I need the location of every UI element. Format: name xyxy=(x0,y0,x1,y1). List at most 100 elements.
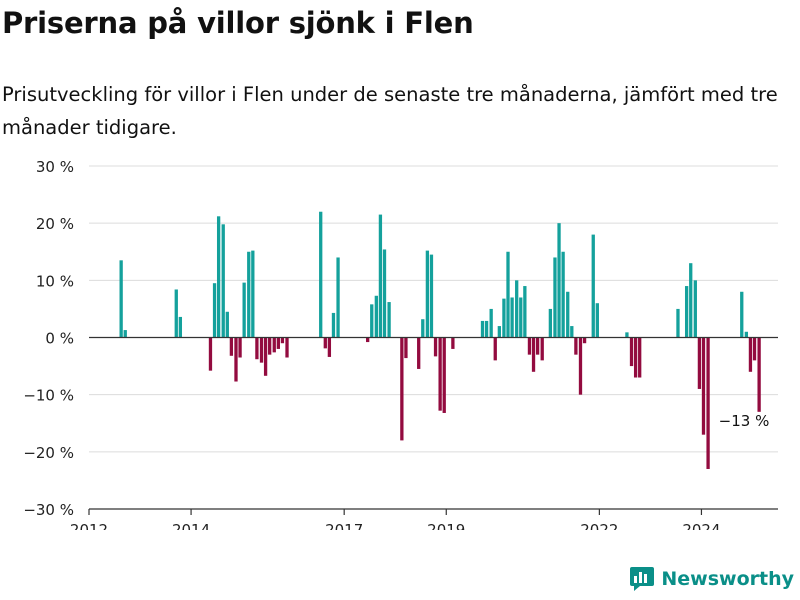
bar-negative xyxy=(706,337,710,469)
bar-negative xyxy=(263,337,268,376)
bar-positive xyxy=(561,251,565,338)
newsworthy-logo[interactable]: Newsworthy xyxy=(630,567,794,591)
bar-negative xyxy=(748,337,753,372)
bar-positive xyxy=(515,280,519,338)
bar-positive xyxy=(387,302,391,338)
bar-positive xyxy=(566,291,570,338)
bar-positive xyxy=(119,260,123,338)
bar-negative xyxy=(280,337,285,344)
y-tick-label: −10 % xyxy=(23,387,74,405)
bar-positive xyxy=(506,251,510,338)
y-tick-label: 10 % xyxy=(36,272,74,290)
bar-negative xyxy=(433,337,438,357)
bar-negative xyxy=(285,337,289,358)
bar-positive xyxy=(689,263,693,338)
bar-negative xyxy=(540,337,544,361)
bar-negative xyxy=(697,337,702,389)
bar-positive xyxy=(595,303,599,338)
bar-positive xyxy=(123,330,127,338)
bar-positive xyxy=(523,286,527,338)
bar-positive xyxy=(378,214,383,338)
bar-negative xyxy=(229,337,234,356)
bar-positive xyxy=(676,308,680,338)
bar-positive xyxy=(519,297,523,338)
bar-positive xyxy=(336,257,340,338)
bar-positive xyxy=(216,216,221,338)
bar-positive xyxy=(221,224,225,338)
bar-negative xyxy=(366,337,370,343)
bar-negative xyxy=(327,337,332,357)
y-tick-label: 0 % xyxy=(45,330,74,348)
bar-negative xyxy=(442,337,446,413)
bar-positive xyxy=(374,295,378,338)
bar-negative xyxy=(578,337,583,395)
bar-positive xyxy=(247,251,251,338)
bar-negative xyxy=(582,337,587,344)
bar-positive xyxy=(178,316,183,338)
bar-positive xyxy=(421,319,425,338)
newsworthy-logo-icon xyxy=(630,567,655,591)
bar-negative xyxy=(574,337,578,355)
bar-negative xyxy=(451,337,455,349)
bar-positive xyxy=(548,308,553,338)
bar-positive xyxy=(174,289,178,338)
x-tick-label: 2014 xyxy=(172,521,210,530)
bar-negative xyxy=(535,337,540,355)
x-tick-label: 2019 xyxy=(427,521,465,530)
bar-positive xyxy=(242,282,246,338)
bar-positive xyxy=(319,211,323,338)
y-tick-label: 20 % xyxy=(36,215,74,233)
bar-negative xyxy=(276,337,280,349)
bar-positive xyxy=(693,280,697,338)
x-tick-label: 2022 xyxy=(580,521,618,530)
x-tick-label: 2024 xyxy=(682,521,720,530)
y-tick-label: −30 % xyxy=(23,501,74,519)
bar-negative xyxy=(493,337,497,361)
bar-positive xyxy=(489,308,493,338)
bar-negative xyxy=(272,337,276,353)
x-tick-label: 2017 xyxy=(325,521,363,530)
bar-positive xyxy=(591,234,595,338)
bar-chart: 30 % 20 % 10 % 0 % −10 % −20 % −30 % 2012 2014 20… xyxy=(23,158,778,530)
bar-positive xyxy=(570,326,574,338)
bar-positive xyxy=(251,250,255,338)
bar-negative xyxy=(531,337,536,372)
bar-positive xyxy=(510,297,514,338)
bar-positive xyxy=(370,304,374,338)
grid-lines xyxy=(89,165,778,453)
bar-negative xyxy=(238,337,242,358)
bar-negative xyxy=(208,337,213,371)
bar-negative xyxy=(629,337,634,367)
bar-negative xyxy=(633,337,638,378)
x-tick-label: 2012 xyxy=(70,521,108,530)
bar-negative xyxy=(404,337,408,359)
bar-positive xyxy=(502,298,506,338)
bar-positive xyxy=(212,283,217,338)
bar-negative xyxy=(752,337,757,361)
bar-positive xyxy=(480,320,485,338)
latest-value-annotation: −13 % xyxy=(719,412,770,430)
bar-positive xyxy=(497,326,501,338)
bar-positive xyxy=(429,254,434,338)
bar-positive xyxy=(425,250,430,338)
bar-positive xyxy=(740,291,744,338)
bar-negative xyxy=(400,337,404,441)
bar-negative xyxy=(638,337,642,378)
bar-positive xyxy=(625,332,629,338)
bar-positive xyxy=(382,249,387,338)
chart-subtitle: Prisutveckling för villor i Flen under d… xyxy=(2,83,778,139)
bar-negative xyxy=(417,337,421,369)
bar-negative xyxy=(701,337,706,435)
bar-negative xyxy=(438,337,442,411)
bar-positive xyxy=(331,312,336,338)
bars xyxy=(119,211,761,469)
y-tick-label: −20 % xyxy=(23,444,74,462)
chart-title: Priserna på villor sjönk i Flen xyxy=(2,6,474,40)
axes: 30 % 20 % 10 % 0 % −10 % −20 % −30 % 2012 2014 20… xyxy=(23,158,778,530)
bar-negative xyxy=(234,337,238,382)
bar-positive xyxy=(557,223,561,338)
bar-negative xyxy=(268,337,272,355)
bar-positive xyxy=(225,311,229,338)
bar-negative xyxy=(259,337,264,363)
brand-name: Newsworthy xyxy=(661,568,794,590)
